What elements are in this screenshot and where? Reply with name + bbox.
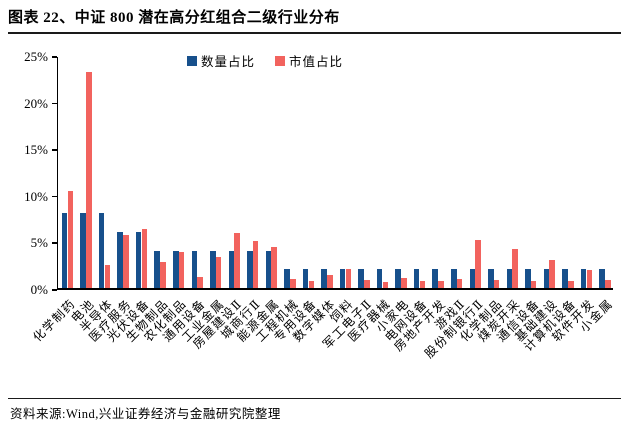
bar-series1-cat23 [493,279,500,288]
y-tick-label: 0% [30,282,48,297]
bar-series0-cat5 [154,250,160,288]
bar-series0-cat18 [395,269,401,288]
bar-series1-cat20 [438,281,444,288]
bar-series1-cat18 [401,277,407,288]
bar-series0-cat13 [302,269,309,288]
bar-series1-cat26 [549,260,555,288]
bar-series0-cat2 [98,213,105,288]
x-axis-label-0: 化学制药 [30,296,79,345]
bar-series0-cat19 [413,269,420,288]
plot-area [57,57,613,290]
bar-series0-cat11 [265,250,272,288]
bar-series0-cat26 [543,269,550,288]
bar-series0-cat20 [432,269,438,288]
y-tick-label: 5% [30,235,48,251]
y-tick-label: 15% [24,142,48,158]
legend-swatch-icon [275,55,285,66]
bar-series1-cat21 [456,278,463,288]
bar-series0-cat23 [488,269,494,288]
bar-series1-cat19 [419,280,426,288]
bar-series0-cat25 [525,269,531,288]
bar-series1-cat9 [234,233,240,288]
bar-series0-cat28 [580,269,587,288]
bar-series1-cat7 [197,276,203,288]
y-tick-mark [52,56,57,58]
bar-series1-cat3 [123,234,129,288]
bar-series1-cat4 [141,229,148,288]
bar-series1-cat28 [586,270,593,288]
legend-label: 市值占比 [289,55,344,69]
legend-swatch-icon [186,55,197,66]
bar-series0-cat27 [562,269,568,288]
legend-label: 数量占比 [200,55,255,69]
bar-series0-cat29 [599,269,605,288]
bar-series1-cat12 [290,278,296,288]
bar-series0-cat1 [80,213,86,288]
bar-series0-cat6 [173,250,179,288]
bar-series1-cat17 [382,282,389,288]
bar-series1-cat16 [364,279,370,288]
bar-series0-cat14 [321,269,327,288]
y-tick-mark [52,102,57,105]
bar-series1-cat10 [252,241,259,288]
bar-series1-cat29 [605,279,611,288]
bar-series1-cat0 [67,191,74,288]
y-tick-label: 20% [24,95,48,111]
bar-series0-cat8 [210,250,216,288]
bar-series1-cat22 [475,239,481,288]
source-note: 资料来源:Wind,兴业证券经济与金融研究院整理 [10,407,281,421]
bar-series1-cat5 [160,261,166,288]
bar-series1-cat14 [327,274,333,288]
bar-series0-cat4 [135,232,142,288]
bar-series1-cat24 [512,248,518,288]
bar-series0-cat22 [469,269,476,288]
y-tick-label: 25% [24,49,48,64]
bar-series0-cat3 [117,232,123,288]
bar-series0-cat0 [61,213,68,288]
chart-title: 图表 22、中证 800 潜在高分红组合二级行业分布 [8,10,340,26]
y-tick-mark [52,289,57,291]
y-tick-mark [52,242,57,244]
bar-series1-cat1 [86,71,92,288]
bar-series0-cat15 [339,269,346,288]
bar-series0-cat17 [376,269,383,288]
bar-series1-cat25 [530,281,537,288]
y-tick-label: 10% [24,188,48,204]
bar-series0-cat7 [191,250,198,288]
y-tick-mark [52,149,57,151]
bar-series0-cat24 [506,269,513,288]
legend-item-0: 数量占比 [186,51,255,70]
bar-series1-cat11 [271,247,277,288]
bar-series0-cat16 [358,269,364,288]
bar-series1-cat15 [345,269,352,288]
bar-series1-cat27 [568,280,574,288]
title-divider [8,32,621,34]
legend-item-1: 市值占比 [275,51,343,70]
chart-legend: 数量占比 市值占比 [55,51,475,70]
bar-series0-cat9 [228,250,235,288]
bar-series0-cat21 [451,269,457,288]
bar-series1-cat8 [215,257,222,288]
bar-series1-cat2 [104,264,111,288]
bar-series0-cat10 [247,250,253,288]
bar-series0-cat12 [284,269,290,288]
y-tick-mark [52,195,57,198]
footer-divider [8,398,621,399]
bar-series1-cat13 [308,280,315,288]
bar-series1-cat6 [178,251,185,288]
